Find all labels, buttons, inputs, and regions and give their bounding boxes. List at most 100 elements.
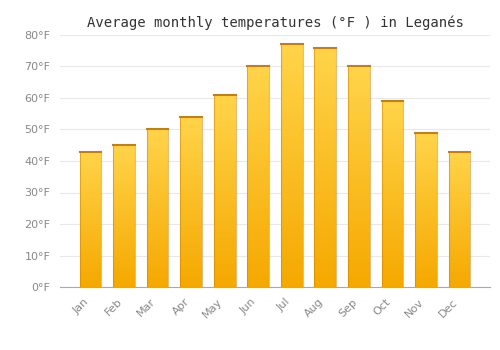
Bar [113, 241, 135, 243]
Bar [314, 152, 336, 155]
Bar [180, 210, 202, 212]
Bar [80, 160, 102, 162]
Bar [314, 71, 336, 75]
Bar [314, 113, 336, 117]
Bar [180, 253, 202, 255]
Bar [214, 109, 236, 112]
Bar [80, 279, 102, 280]
Bar [80, 223, 102, 224]
Bar [248, 279, 269, 281]
Bar [146, 133, 169, 135]
Bar [146, 132, 169, 133]
Bar [180, 200, 202, 202]
Bar [113, 202, 135, 204]
Bar [348, 284, 370, 287]
Bar [348, 174, 370, 177]
Bar [314, 236, 336, 239]
Bar [180, 185, 202, 187]
Bar [382, 215, 404, 217]
Bar [146, 253, 169, 256]
Bar [180, 225, 202, 228]
Bar [146, 187, 169, 189]
Bar [348, 218, 370, 221]
Bar [448, 261, 470, 263]
Bar [248, 77, 269, 80]
Bar [146, 285, 169, 287]
Bar [248, 177, 269, 180]
Bar [415, 177, 437, 179]
Bar [80, 272, 102, 273]
Bar [281, 84, 302, 87]
Bar [415, 279, 437, 281]
Bar [113, 220, 135, 222]
Bar [382, 182, 404, 185]
Bar [314, 155, 336, 158]
Bar [214, 275, 236, 278]
Bar [214, 248, 236, 251]
Bar [113, 175, 135, 177]
Bar [146, 258, 169, 259]
Bar [146, 238, 169, 240]
Bar [448, 194, 470, 196]
Bar [348, 91, 370, 94]
Bar [248, 207, 269, 210]
Bar [281, 60, 302, 63]
Bar [382, 187, 404, 189]
Bar [382, 120, 404, 122]
Bar [314, 98, 336, 101]
Bar [180, 223, 202, 225]
Bar [348, 97, 370, 99]
Bar [248, 246, 269, 248]
Bar [348, 141, 370, 144]
Bar [248, 193, 269, 196]
Bar [180, 145, 202, 147]
Bar [448, 277, 470, 279]
Bar [80, 192, 102, 194]
Bar [248, 257, 269, 259]
Bar [180, 212, 202, 215]
Bar [281, 48, 302, 50]
Bar [180, 270, 202, 272]
Bar [80, 284, 102, 285]
Bar [415, 212, 437, 214]
Bar [248, 141, 269, 144]
Bar [214, 114, 236, 117]
Bar [248, 166, 269, 168]
Bar [448, 234, 470, 236]
Bar [314, 263, 336, 266]
Bar [314, 194, 336, 197]
Bar [415, 206, 437, 208]
Bar [180, 191, 202, 194]
Bar [348, 155, 370, 158]
Bar [248, 259, 269, 262]
Bar [146, 247, 169, 250]
Bar [382, 122, 404, 124]
Bar [314, 179, 336, 182]
Bar [382, 266, 404, 268]
Bar [248, 121, 269, 124]
Bar [214, 280, 236, 282]
Bar [80, 197, 102, 199]
Bar [214, 196, 236, 198]
Bar [314, 80, 336, 84]
Bar [382, 278, 404, 280]
Bar [281, 214, 302, 217]
Bar [415, 245, 437, 246]
Bar [415, 252, 437, 254]
Bar [448, 240, 470, 241]
Bar [448, 228, 470, 230]
Bar [281, 105, 302, 108]
Bar [415, 223, 437, 225]
Bar [415, 214, 437, 216]
Bar [180, 132, 202, 134]
Bar [448, 231, 470, 233]
Bar [415, 193, 437, 194]
Bar [80, 265, 102, 267]
Bar [348, 149, 370, 152]
Bar [113, 209, 135, 211]
Bar [113, 159, 135, 161]
Bar [80, 226, 102, 228]
Bar [113, 207, 135, 209]
Bar [146, 183, 169, 184]
Bar [281, 90, 302, 93]
